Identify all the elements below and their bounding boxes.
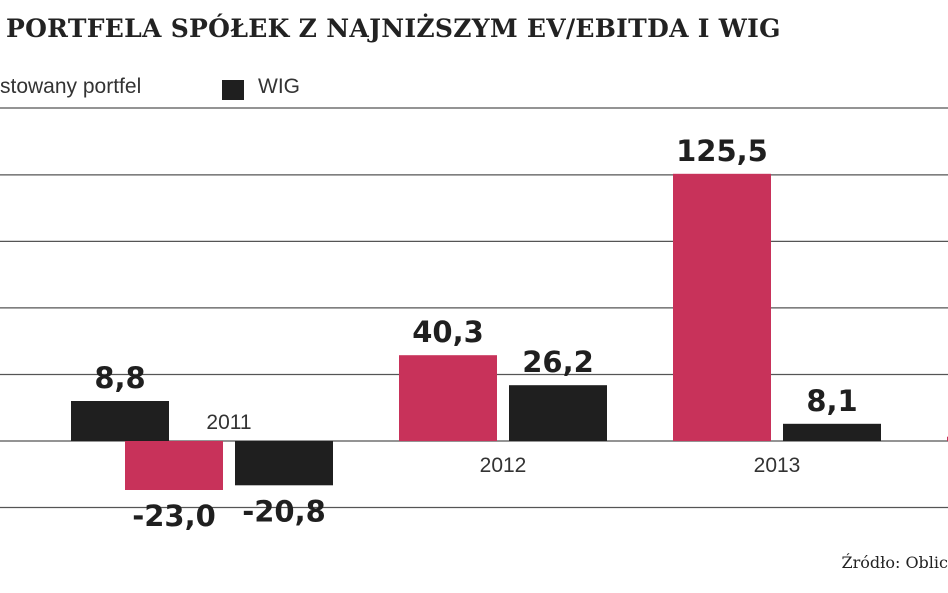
category-label: 2011 [206,411,251,434]
category-label: 2012 [480,454,527,477]
bar-portfolio-2011 [125,441,223,490]
value-label: -23,0 [132,499,216,533]
source-note: Źródło: Oblic [841,553,948,572]
value-label: 125,5 [676,134,768,168]
value-labels: 8,8 -23,0 -20,8 40,3 26,2 125,5 8,1 [94,134,857,533]
value-label: 8,8 [94,361,145,395]
legend-label-wig: WIG [258,75,300,98]
bar-wig-2011 [235,441,333,486]
value-label: -20,8 [242,494,326,528]
bars [71,173,948,490]
legend-label-portfolio: stowany portfel [0,75,142,98]
bar-portfolio-2013 [673,173,771,442]
bar-portfolio-2012 [399,355,497,441]
bar-wig-2013 [783,423,881,441]
value-label: 8,1 [806,384,857,418]
bar-wig-2012 [509,385,607,441]
legend-swatch-wig [222,80,244,100]
legend: stowany portfel WIG [0,70,948,106]
value-label: 40,3 [412,315,484,349]
category-labels: 2011 2012 2013 [206,411,800,477]
category-label: 2013 [754,454,801,477]
bar-wig-cat0 [71,401,169,441]
chart-title: PORTFELA SPÓŁEK Z NAJNIŻSZYM EV/EBITDA I… [6,14,781,43]
value-label: 26,2 [522,345,594,379]
